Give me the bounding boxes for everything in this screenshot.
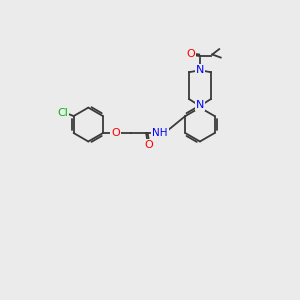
Text: N: N <box>196 100 204 110</box>
Text: Cl: Cl <box>57 108 68 118</box>
Text: O: O <box>111 128 120 138</box>
Text: O: O <box>144 140 153 150</box>
Text: N: N <box>196 65 204 75</box>
Text: O: O <box>186 50 195 59</box>
Text: NH: NH <box>152 128 168 138</box>
